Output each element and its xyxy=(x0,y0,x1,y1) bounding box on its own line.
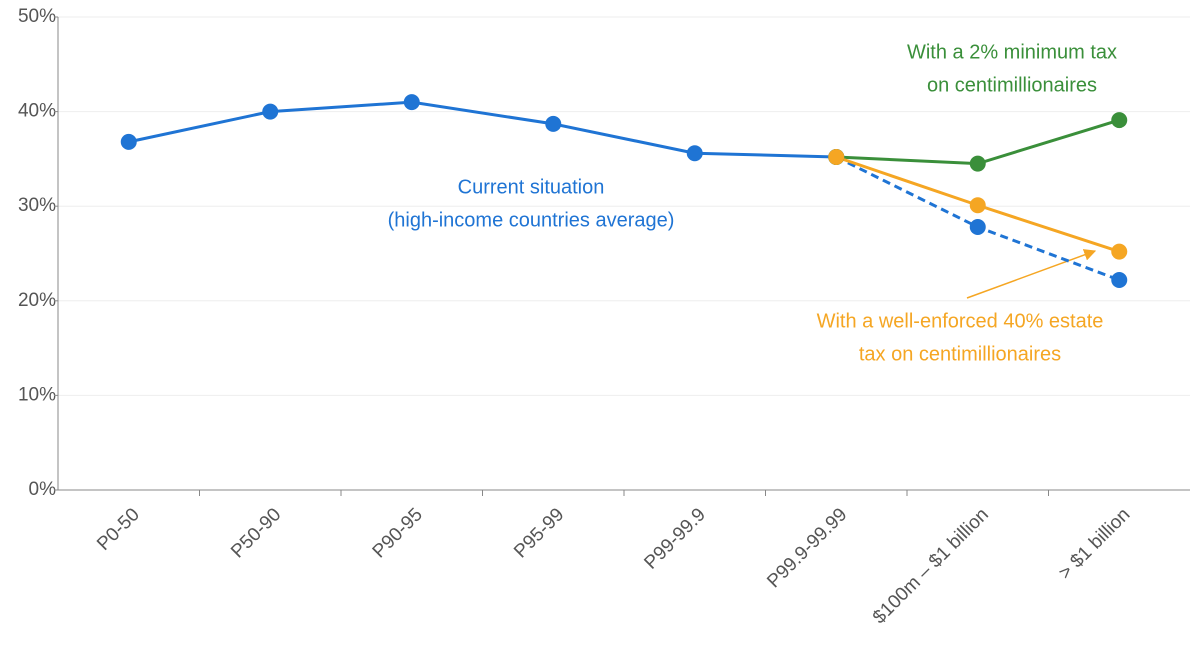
data-point xyxy=(1111,243,1128,260)
annotation: on centimillionaires xyxy=(927,74,1097,96)
x-tick-label: > $1 billion xyxy=(1055,504,1134,583)
x-tick-label: P50-90 xyxy=(227,504,285,562)
y-tick-label: 40% xyxy=(18,101,56,122)
data-point xyxy=(120,133,137,150)
x-tick-label: P99.9-99.99 xyxy=(763,504,851,592)
data-point xyxy=(686,145,703,162)
x-tick-label: P99-99.9 xyxy=(640,504,709,573)
annotation: tax on centimillionaires xyxy=(859,343,1061,365)
data-point xyxy=(969,197,986,214)
data-point xyxy=(403,94,420,111)
data-point xyxy=(545,115,562,132)
data-point xyxy=(969,155,986,172)
data-point xyxy=(828,149,845,166)
data-point xyxy=(1111,112,1128,129)
x-tick-label: $100m – $1 billion xyxy=(869,504,993,628)
y-tick-label: 30% xyxy=(18,195,56,216)
data-point xyxy=(969,219,986,236)
x-tick-label: P0-50 xyxy=(93,504,144,555)
series-line xyxy=(128,100,837,159)
x-tick-label: P95-99 xyxy=(510,504,568,562)
y-tick-label: 20% xyxy=(18,290,56,311)
y-tick-label: 0% xyxy=(29,479,57,500)
data-point xyxy=(262,103,279,120)
series-line xyxy=(835,155,1120,282)
x-tick-label: P90-95 xyxy=(369,504,427,562)
annotation: With a well-enforced 40% estate xyxy=(817,310,1104,332)
annotation: (high-income countries average) xyxy=(388,209,675,231)
y-tick-label: 10% xyxy=(18,384,56,405)
data-point xyxy=(1111,271,1128,288)
annotation-arrow xyxy=(966,249,1097,299)
annotation: Current situation xyxy=(458,176,605,198)
y-tick-label: 50% xyxy=(18,6,56,27)
annotation: With a 2% minimum tax xyxy=(907,41,1117,63)
